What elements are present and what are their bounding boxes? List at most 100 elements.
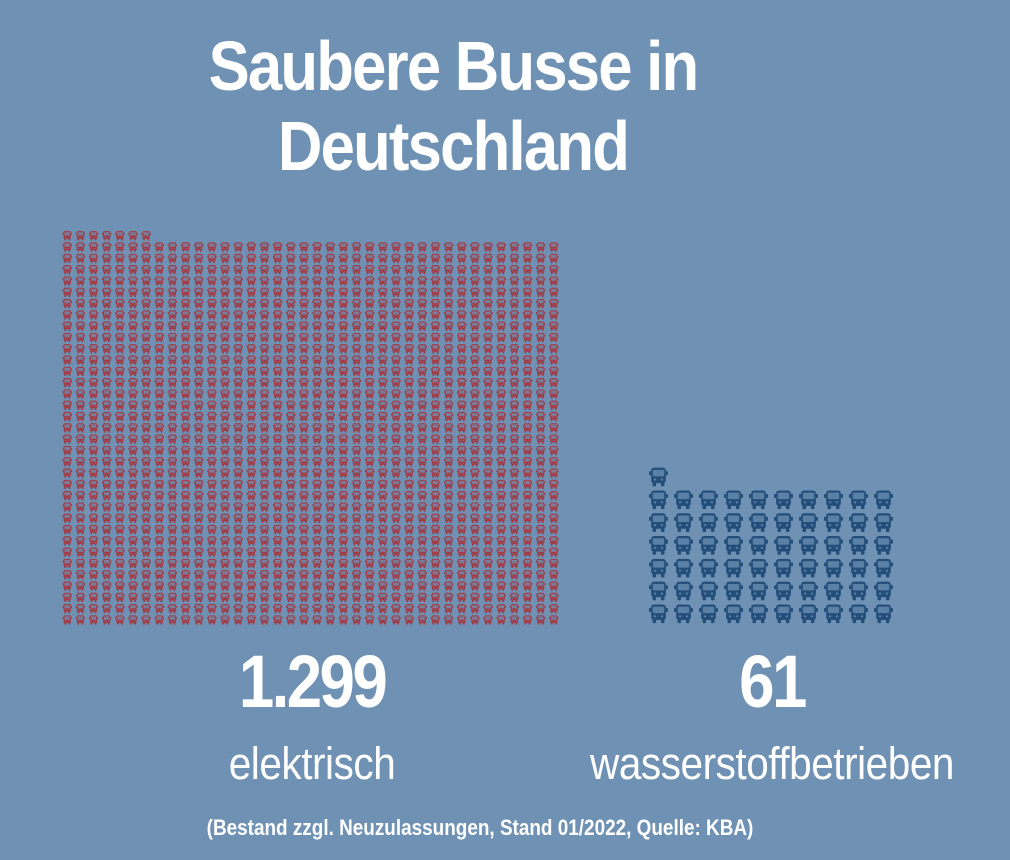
electric-bus-icon bbox=[141, 276, 151, 286]
electric-bus-icon bbox=[470, 310, 480, 320]
electric-bus-icon bbox=[299, 434, 309, 444]
electric-bus-icon bbox=[259, 558, 270, 569]
electric-bus-icon bbox=[194, 366, 204, 377]
electric-bus-icon bbox=[180, 536, 191, 546]
electric-bus-icon bbox=[88, 400, 99, 410]
electric-bus-icon bbox=[391, 298, 401, 309]
electric-bus-icon bbox=[535, 298, 546, 309]
electric-bus-icon bbox=[470, 242, 480, 252]
electric-bus-icon bbox=[338, 298, 349, 309]
electric-bus-icon bbox=[351, 242, 362, 252]
electric-bus-icon bbox=[417, 445, 428, 456]
hydrogen-bus-icon bbox=[649, 581, 668, 601]
electric-bus-icon bbox=[272, 276, 283, 286]
electric-bus-icon bbox=[141, 615, 151, 625]
electric-bus-icon bbox=[391, 547, 401, 557]
electric-bus-icon bbox=[364, 491, 375, 501]
electric-bus-icon bbox=[430, 389, 441, 399]
electric-bus-icon bbox=[496, 242, 506, 252]
electric-bus-icon bbox=[549, 310, 559, 320]
electric-bus-icon bbox=[101, 513, 112, 523]
electric-bus-icon bbox=[299, 411, 309, 422]
electric-bus-icon bbox=[483, 457, 493, 467]
electric-bus-icon bbox=[88, 570, 99, 580]
electric-bus-icon bbox=[299, 536, 309, 546]
electric-bus-icon bbox=[351, 558, 362, 569]
electric-bus-icon bbox=[286, 242, 296, 252]
electric-bus-icon bbox=[522, 502, 533, 512]
electric-bus-icon bbox=[470, 344, 480, 354]
electric-bus-icon bbox=[207, 479, 217, 490]
electric-bus-icon bbox=[299, 242, 309, 252]
electric-bus-icon bbox=[220, 536, 230, 546]
electric-bus-icon bbox=[549, 423, 559, 433]
hydrogen-bus-icon bbox=[749, 536, 768, 555]
hydrogen-bus-icon bbox=[799, 604, 818, 624]
electric-bus-icon bbox=[286, 411, 296, 422]
electric-bus-icon bbox=[351, 513, 362, 523]
electric-bus-icon bbox=[115, 242, 125, 252]
electric-bus-icon bbox=[325, 457, 335, 467]
electric-bus-icon bbox=[535, 615, 546, 625]
electric-bus-icon bbox=[549, 513, 559, 523]
electric-bus-icon bbox=[470, 389, 480, 399]
label-electric: elektrisch bbox=[228, 738, 396, 789]
electric-bus-icon bbox=[75, 242, 86, 252]
electric-bus-icon bbox=[220, 457, 230, 467]
electric-bus-icon bbox=[233, 265, 243, 275]
electric-bus-icon bbox=[141, 604, 151, 614]
electric-bus-icon bbox=[457, 332, 467, 343]
electric-bus-icon bbox=[194, 310, 204, 320]
electric-bus-icon bbox=[272, 491, 283, 501]
electric-bus-icon bbox=[509, 321, 520, 331]
electric-bus-icon bbox=[207, 445, 217, 456]
electric-bus-icon bbox=[457, 445, 467, 456]
electric-bus-icon bbox=[549, 558, 559, 569]
electric-bus-icon bbox=[496, 298, 506, 309]
electric-bus-icon bbox=[286, 547, 296, 557]
electric-bus-icon bbox=[509, 604, 520, 614]
electric-bus-icon bbox=[180, 547, 191, 557]
electric-bus-icon bbox=[443, 558, 454, 569]
electric-bus-icon bbox=[430, 570, 441, 580]
electric-bus-icon bbox=[483, 423, 493, 433]
electric-bus-icon bbox=[194, 423, 204, 433]
electric-bus-icon bbox=[207, 536, 217, 546]
electric-bus-icon bbox=[154, 355, 165, 365]
electric-bus-icon bbox=[62, 423, 72, 433]
electric-bus-icon bbox=[417, 615, 428, 625]
electric-bus-icon bbox=[167, 604, 178, 614]
electric-bus-icon bbox=[194, 355, 204, 365]
electric-bus-icon bbox=[549, 615, 559, 625]
electric-bus-icon bbox=[272, 423, 283, 433]
electric-bus-icon bbox=[299, 615, 309, 625]
electric-bus-icon bbox=[325, 287, 335, 297]
electric-bus-icon bbox=[457, 536, 467, 546]
electric-bus-icon bbox=[115, 332, 125, 343]
electric-bus-icon bbox=[338, 366, 349, 377]
electric-bus-icon bbox=[207, 366, 217, 377]
electric-bus-icon bbox=[338, 491, 349, 501]
electric-bus-icon bbox=[259, 592, 270, 603]
electric-bus-icon bbox=[404, 604, 414, 614]
electric-bus-icon bbox=[194, 242, 204, 252]
electric-bus-icon bbox=[496, 276, 506, 286]
electric-bus-icon bbox=[378, 276, 388, 286]
electric-bus-icon bbox=[325, 253, 335, 264]
electric-bus-icon bbox=[167, 513, 178, 523]
electric-bus-icon bbox=[88, 287, 99, 297]
electric-bus-icon bbox=[128, 231, 138, 241]
electric-bus-icon bbox=[417, 400, 428, 410]
electric-bus-icon bbox=[404, 581, 414, 591]
electric-bus-icon bbox=[180, 491, 191, 501]
electric-bus-icon bbox=[272, 287, 283, 297]
electric-bus-icon bbox=[483, 265, 493, 275]
electric-bus-icon bbox=[457, 411, 467, 422]
electric-bus-icon bbox=[364, 276, 375, 286]
electric-bus-icon bbox=[496, 434, 506, 444]
electric-bus-icon bbox=[522, 400, 533, 410]
electric-bus-icon bbox=[391, 287, 401, 297]
electric-bus-icon bbox=[246, 604, 257, 614]
electric-bus-icon bbox=[430, 265, 441, 275]
